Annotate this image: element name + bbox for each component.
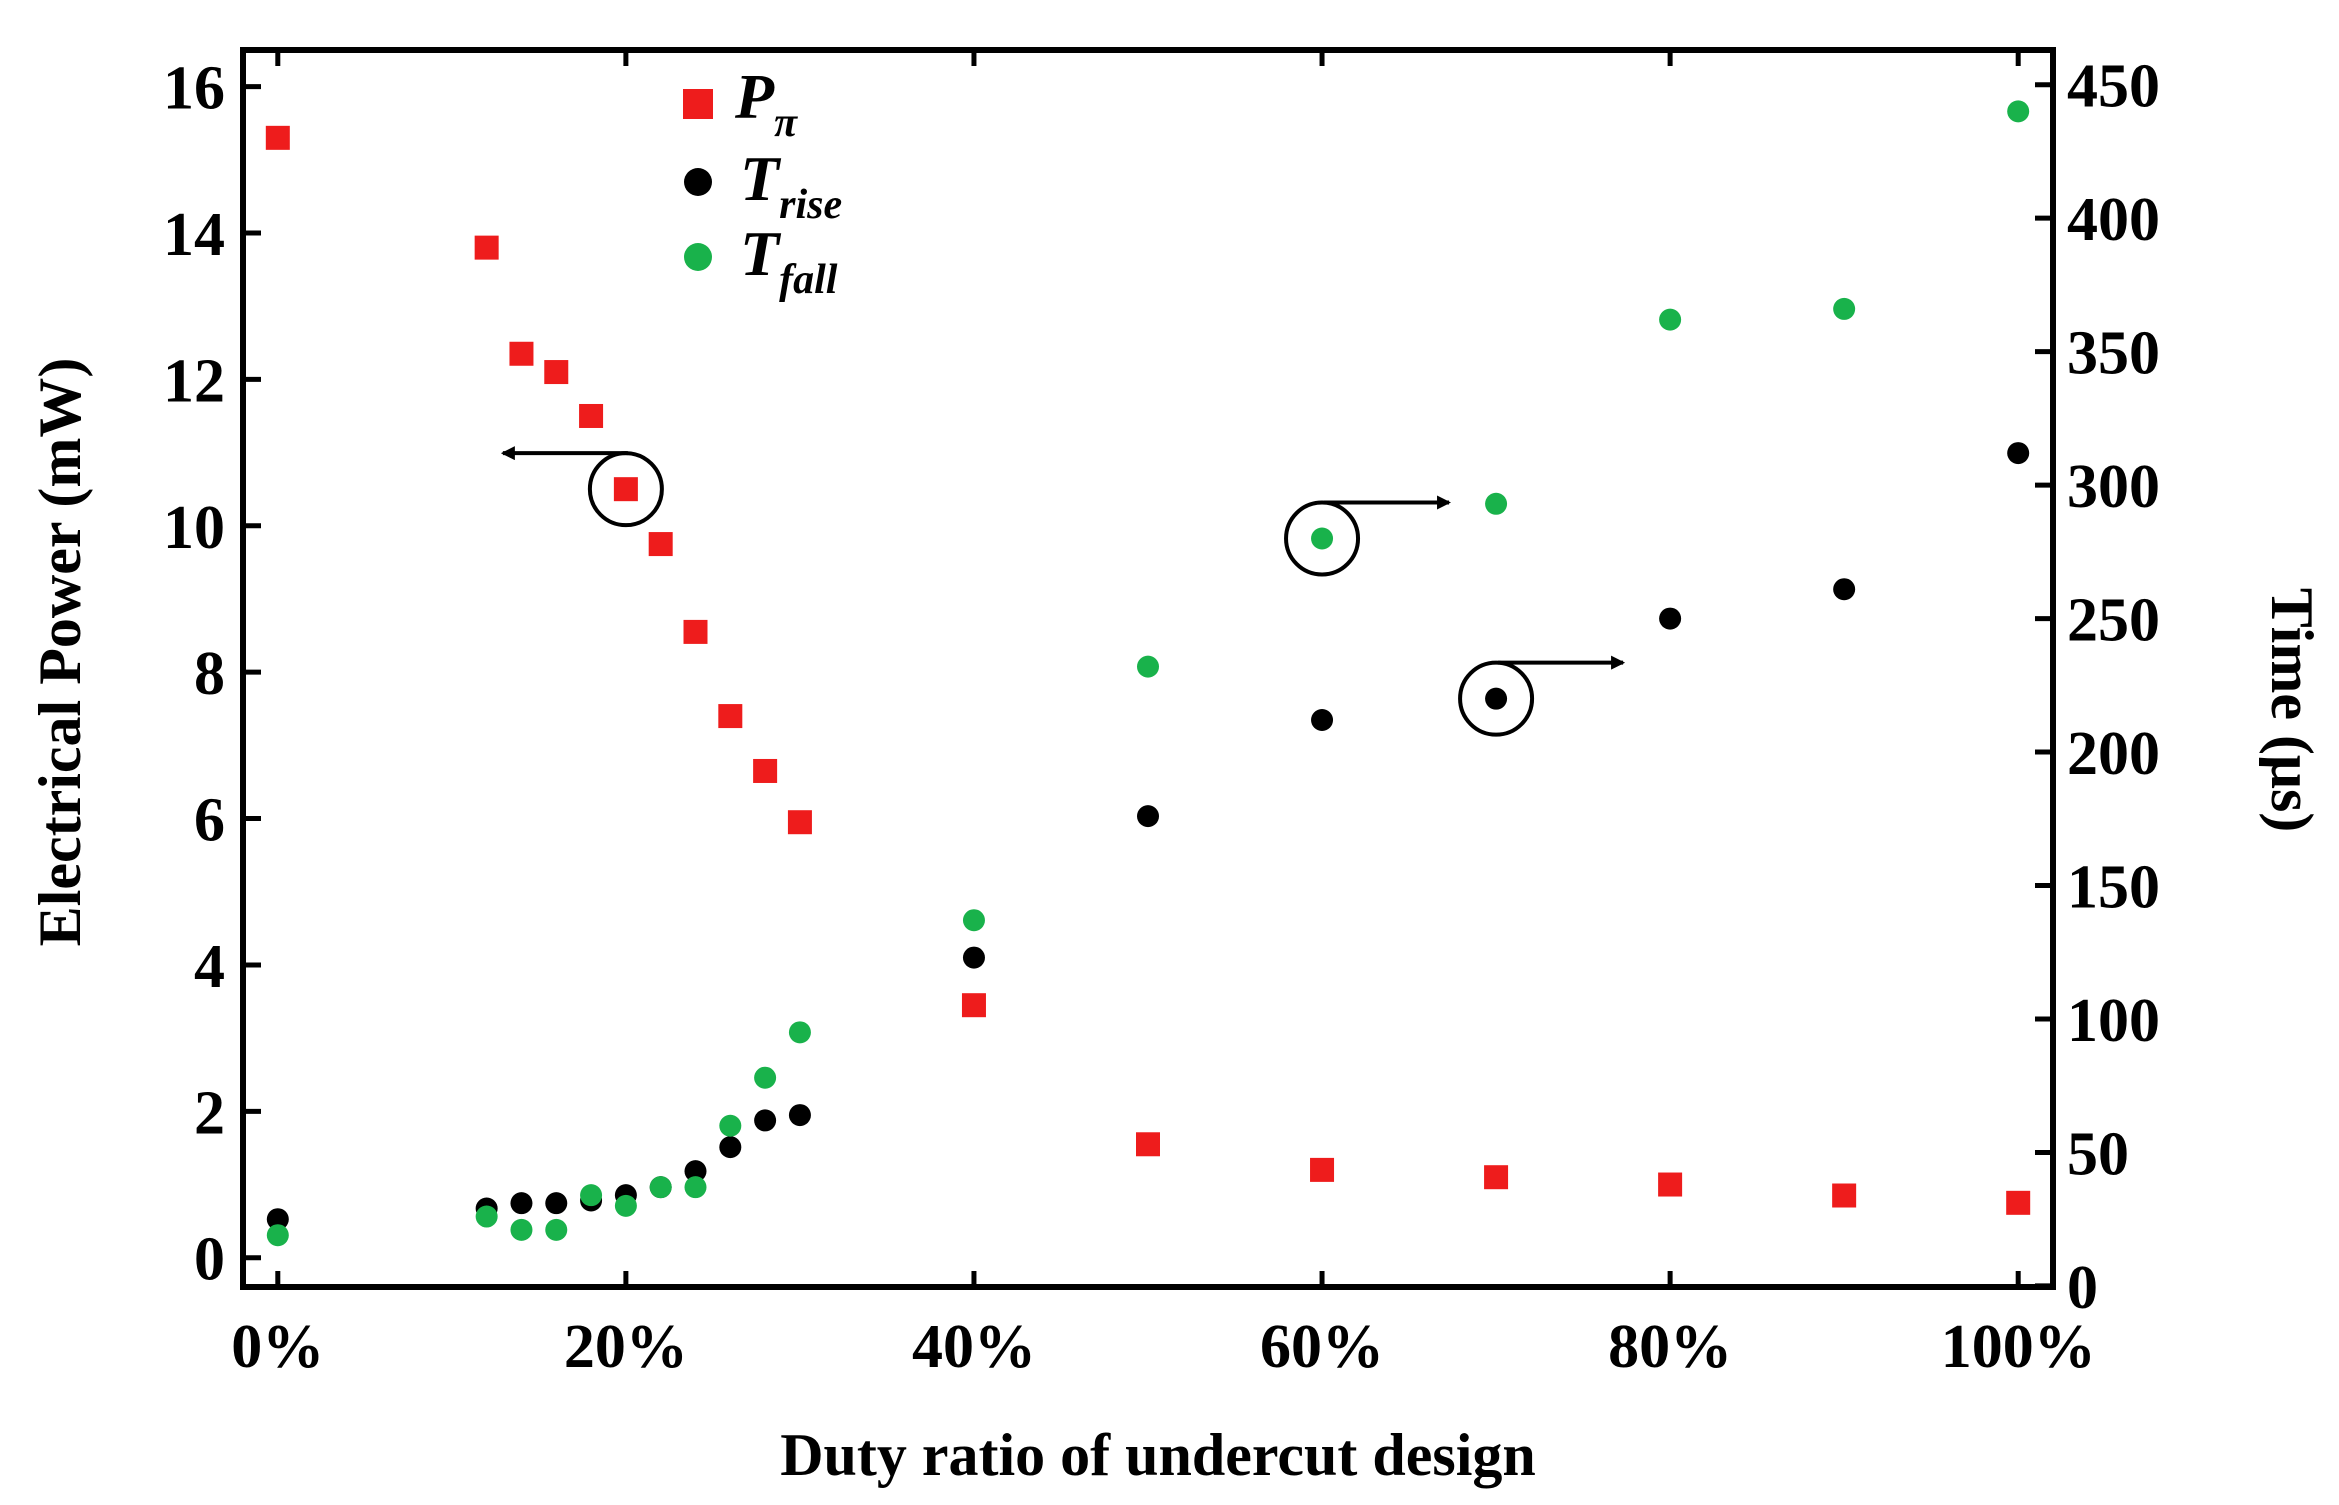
y-left-tick-label: 10 [163, 494, 225, 562]
point-t-rise [1311, 709, 1334, 732]
y-left-tick-label: 6 [194, 787, 225, 855]
point-t-fall [1311, 527, 1334, 550]
annotation-t-fall [1284, 495, 1452, 577]
legend-p-name: P [734, 61, 775, 132]
legend-label-t-rise: Trise [740, 143, 842, 228]
point-p- [718, 704, 743, 729]
point-t-fall [1659, 308, 1682, 331]
y-left-tick-label: 8 [194, 640, 225, 708]
point-p- [509, 341, 534, 366]
point-t-rise [1137, 805, 1159, 828]
x-tick-label: 80% [1608, 1313, 1732, 1381]
y-right-tick-label: 300 [2067, 453, 2160, 521]
y-axis-left-title: Electrical Power (mW) [27, 358, 93, 947]
point-t-rise [510, 1192, 533, 1215]
point-t-fall [580, 1184, 603, 1207]
point-p- [474, 235, 499, 260]
point-t-rise [719, 1136, 742, 1159]
y-left-tick-label: 14 [163, 201, 225, 269]
legend-marker-t-rise [684, 168, 712, 196]
y-right-tick-label: 150 [2067, 854, 2160, 922]
y-right-tick-label: 400 [2067, 186, 2160, 254]
legend-trise-name: T [740, 143, 782, 214]
point-t-fall [754, 1066, 777, 1089]
point-p- [1658, 1172, 1683, 1197]
point-t-fall [684, 1176, 707, 1199]
point-t-fall [649, 1176, 672, 1199]
x-tick-label: 20% [564, 1313, 688, 1381]
legend: Pπ Trise Tfall [683, 61, 842, 303]
point-p- [1484, 1165, 1509, 1190]
legend-marker-t-fall [684, 243, 712, 271]
y-left-tick-label: 12 [163, 347, 225, 415]
point-t-fall [614, 1194, 637, 1217]
point-t-fall [545, 1218, 568, 1241]
point-t-rise [545, 1192, 568, 1215]
y-left-tick-label: 0 [194, 1226, 225, 1294]
point-p- [1136, 1132, 1160, 1157]
point-p- [961, 993, 986, 1018]
y-right-tick-label: 250 [2067, 587, 2160, 655]
annotation-p [500, 446, 664, 528]
point-t-fall [788, 1021, 811, 1044]
legend-marker-p-pi [683, 89, 713, 119]
point-t-fall [475, 1205, 498, 1228]
point-t-fall [1137, 655, 1159, 678]
y-right-tick-label: 200 [2067, 720, 2160, 788]
point-t-rise [788, 1104, 811, 1127]
legend-tfall-name: T [740, 218, 782, 289]
point-p- [1310, 1157, 1335, 1182]
y-right-tick-label: 350 [2067, 320, 2160, 388]
point-t-fall [510, 1218, 533, 1241]
legend-label-p-pi: Pπ [734, 61, 798, 146]
y-axis-right-title: Time (μs) [2259, 588, 2325, 833]
x-tick-label: 60% [1260, 1313, 1384, 1381]
point-t-rise [266, 1208, 289, 1231]
point-t-fall [719, 1114, 742, 1137]
y-right-tick-label: 50 [2067, 1120, 2129, 1188]
plot-frame [240, 47, 2056, 1290]
point-t-fall [1833, 297, 1856, 320]
point-p- [579, 403, 604, 428]
point-t-fall [266, 1224, 289, 1247]
point-p- [1832, 1183, 1857, 1208]
point-t-fall [962, 909, 985, 932]
point-t-rise [962, 946, 985, 969]
point-p- [613, 477, 638, 502]
point-p- [544, 360, 569, 385]
y-left-tick-label: 2 [194, 1079, 225, 1147]
x-axis-title: Duty ratio of undercut design [780, 1422, 1536, 1488]
legend-p-sub: π [774, 100, 798, 146]
point-t-rise [1659, 607, 1682, 630]
point-t-fall [2007, 100, 2030, 123]
y-right-tick-label: 0 [2067, 1254, 2098, 1322]
y-left-tick-label: 4 [194, 933, 225, 1001]
y-left-tick-label: 16 [163, 55, 225, 123]
point-t-rise [754, 1109, 777, 1132]
point-t-rise [684, 1160, 707, 1183]
point-p- [265, 125, 290, 150]
point-p- [753, 758, 778, 783]
legend-label-t-fall: Tfall [740, 218, 838, 303]
point-p- [648, 532, 673, 557]
x-tick-label: 40% [912, 1313, 1036, 1381]
point-t-rise [2007, 442, 2030, 465]
point-p- [683, 619, 708, 644]
point-t-fall [1485, 492, 1508, 515]
point-p- [2006, 1190, 2031, 1215]
x-tick-label: 100% [1941, 1313, 2096, 1381]
legend-tfall-sub: fall [779, 257, 838, 303]
point-p- [787, 810, 812, 835]
annotation-ring [1458, 660, 1535, 737]
annotation-t-rise [1458, 655, 1626, 737]
x-tick-label: 0% [231, 1313, 324, 1381]
point-t-rise [1833, 578, 1856, 601]
y-right-tick-label: 450 [2067, 53, 2160, 121]
y-right-tick-label: 100 [2067, 987, 2160, 1055]
point-t-rise [1485, 687, 1508, 710]
annotation-ring [1284, 500, 1361, 577]
legend-trise-sub: rise [779, 182, 842, 228]
